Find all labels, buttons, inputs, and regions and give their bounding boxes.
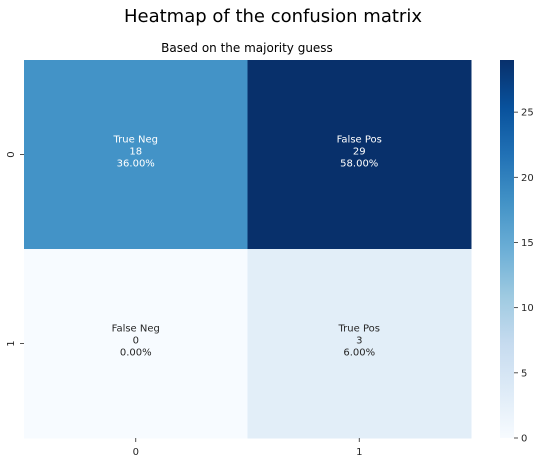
colorbar-tick-label-0: 0 [521, 434, 527, 445]
x-tick-label-0: 0 [133, 447, 139, 458]
colorbar-tick-label-3: 15 [521, 238, 534, 249]
colorbar-tick-label-2: 10 [521, 303, 534, 314]
heatmap-cell-r1-c0 [24, 249, 248, 439]
colorbar-tick-label-1: 5 [521, 368, 527, 379]
colorbar: 0 5 10 15 20 25 [500, 60, 534, 445]
heatmap-cell-r0-c1 [247, 60, 472, 250]
colorbar-gradient [500, 60, 514, 438]
chart-subtitle: Based on the majority guess [161, 41, 333, 55]
heatmap-cell-r1-c1 [247, 249, 472, 439]
x-tick-label-1: 1 [356, 447, 362, 458]
y-tick-label-0: 0 [6, 151, 17, 157]
cell-label-r0-c0: True Neg 18 36.00% [113, 135, 158, 170]
cell-label-r1-c0: False Neg 0 0.00% [112, 324, 160, 359]
heatmap-cell-r0-c0 [24, 60, 248, 250]
heatmap-cell-labels: True Neg 18 36.00% False Pos 29 58.00% False N… [112, 135, 382, 359]
heatmap-cells [24, 60, 472, 439]
y-axis: 01 [6, 151, 24, 347]
y-tick-label-1: 1 [6, 340, 17, 346]
cell-label-r1-c1: True Pos 3 6.00% [338, 324, 380, 359]
colorbar-tick-label-4: 20 [521, 173, 534, 184]
cell-label-r0-c1: False Pos 29 58.00% [337, 135, 382, 170]
colorbar-tick-label-5: 25 [521, 108, 534, 119]
colorbar-ticks: 0 5 10 15 20 25 [514, 108, 534, 445]
chart-title: Heatmap of the confusion matrix [124, 6, 422, 27]
